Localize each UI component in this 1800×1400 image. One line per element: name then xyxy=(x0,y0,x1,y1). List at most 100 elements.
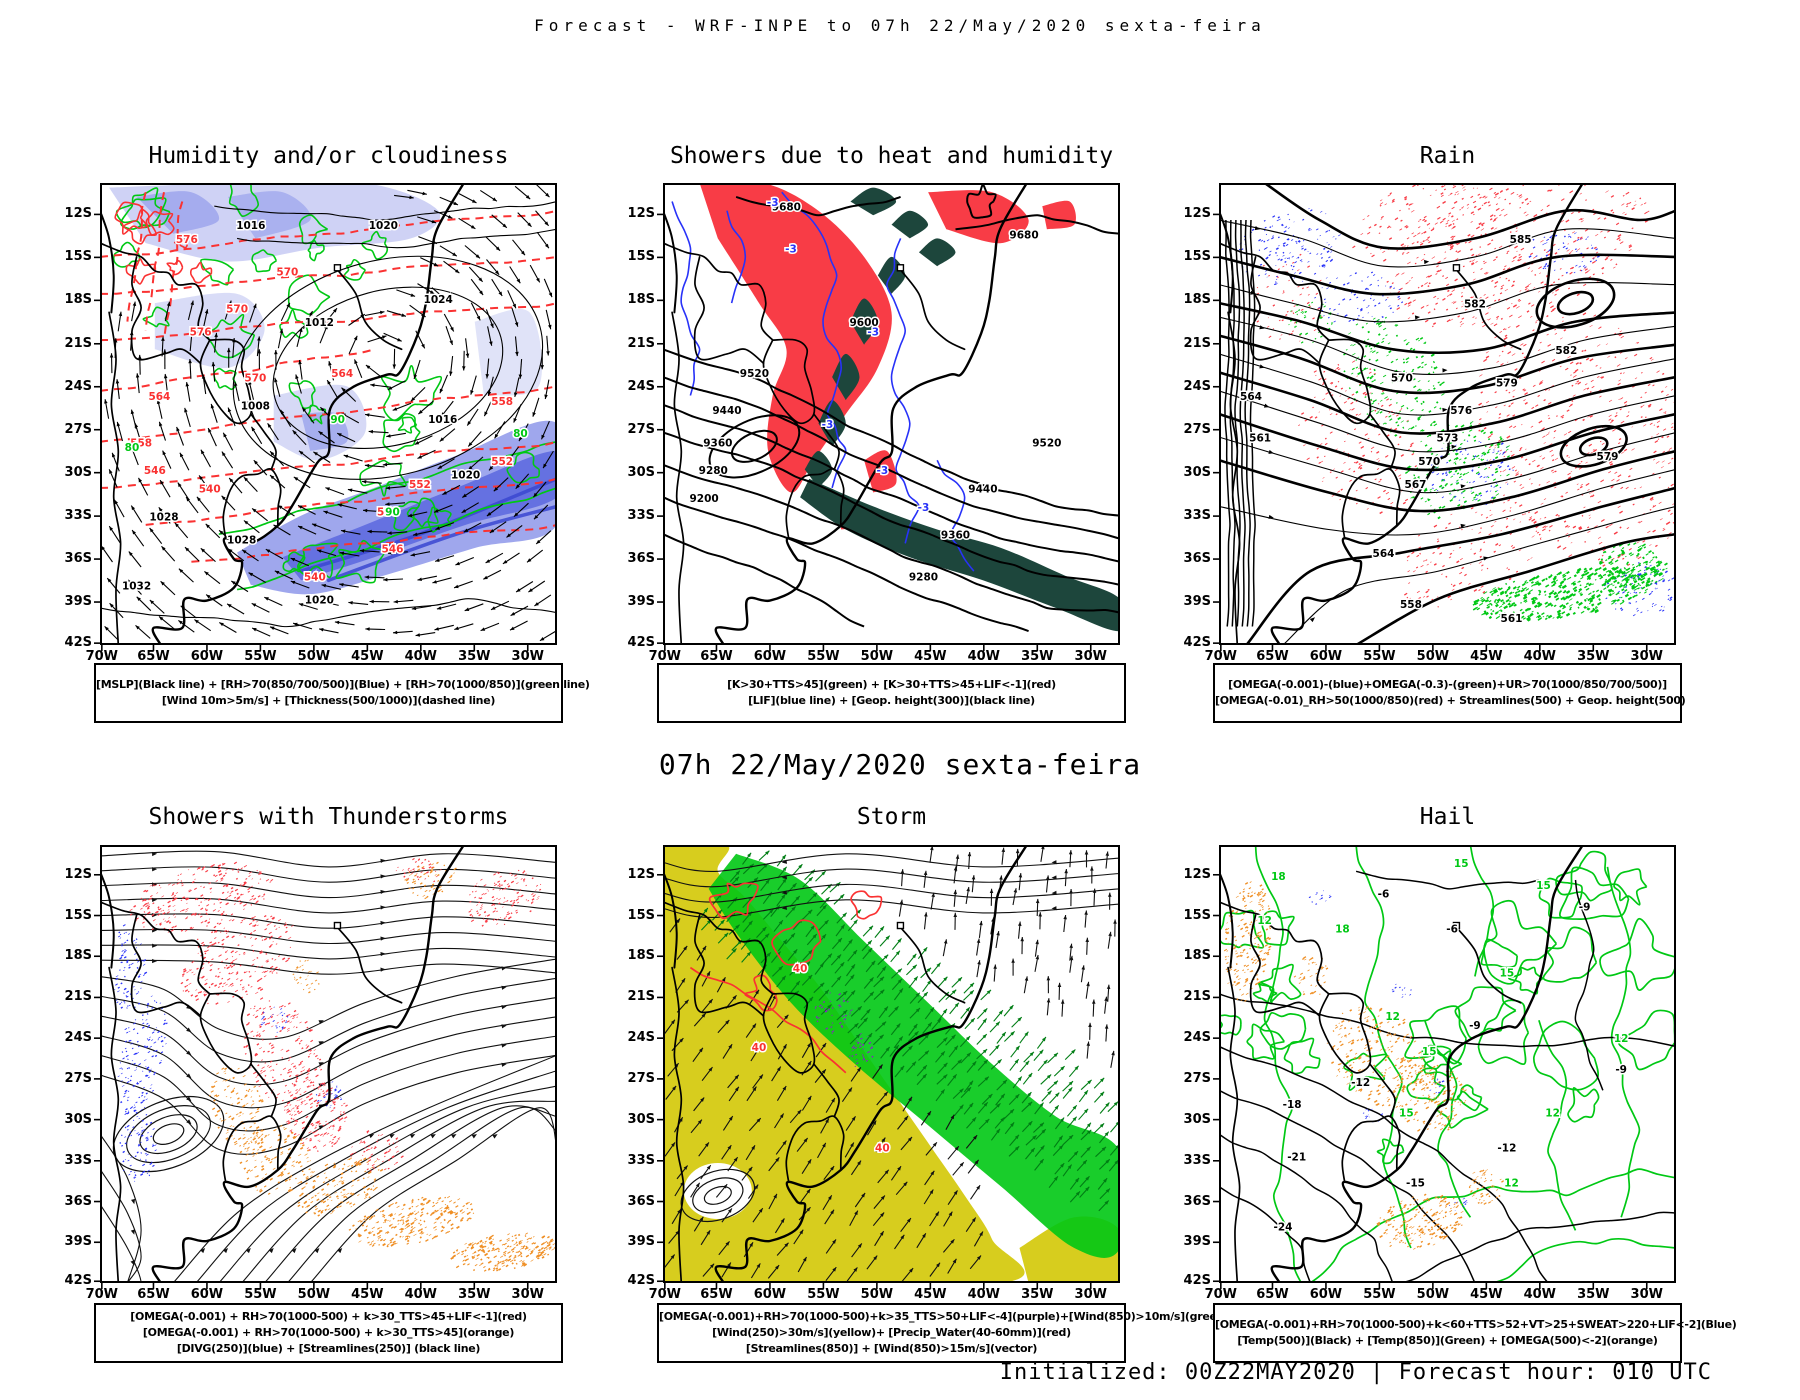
lat-label: 36S xyxy=(64,551,92,567)
svg-text:40: 40 xyxy=(875,1143,890,1155)
lat-label: 15S xyxy=(1183,907,1211,923)
lat-label: 21S xyxy=(64,335,92,351)
lat-label: 24S xyxy=(627,378,655,394)
lat-label: 42S xyxy=(64,1273,92,1289)
valid-time-heading: 07h 22/May/2020 sexta-feira xyxy=(658,748,1142,781)
lat-label: 39S xyxy=(1183,1234,1211,1250)
svg-text:1020: 1020 xyxy=(369,220,398,232)
lat-label: 12S xyxy=(627,206,655,222)
svg-text:-6: -6 xyxy=(1378,889,1390,901)
lat-label: 18S xyxy=(1183,948,1211,964)
lat-label: 12S xyxy=(627,866,655,882)
map-heat-humidity-showers: 9680 9680 9600 9520 9440 9360 9280 9200 9520 9440… xyxy=(657,183,1120,651)
lat-label: 30S xyxy=(1183,464,1211,480)
lat-label: 12S xyxy=(64,206,92,222)
lon-label: 70W xyxy=(85,649,119,664)
svg-text:552: 552 xyxy=(491,456,513,468)
svg-text:-12: -12 xyxy=(1497,1143,1516,1155)
footer-init-info: Initialized: 00Z22MAY2020 | Forecast hou… xyxy=(999,1360,1712,1385)
svg-text:9280: 9280 xyxy=(699,465,728,477)
svg-text:-21: -21 xyxy=(1287,1151,1306,1163)
lon-label: 40W xyxy=(404,649,438,664)
svg-text:579: 579 xyxy=(1496,377,1518,389)
lon-label: 70W xyxy=(1204,649,1238,664)
lon-label: 60W xyxy=(1309,649,1343,664)
lon-label: 60W xyxy=(190,1287,224,1302)
lat-label: 24S xyxy=(64,1030,92,1046)
legend-box-thunderstorm-showers: [OMEGA(-0.001) + RH>70(1000-500) + k>30_… xyxy=(94,1303,563,1363)
svg-text:9200: 9200 xyxy=(690,493,719,505)
svg-text:9680: 9680 xyxy=(772,202,801,214)
legend-line: [DIVG(250)](blue) + [Streamlines(250)] (… xyxy=(176,1342,481,1355)
svg-text:1020: 1020 xyxy=(305,594,334,606)
legend-line: [OMEGA(-0.001)-(blue)+OMEGA(-0.3)-(green… xyxy=(1228,678,1667,691)
svg-text:90: 90 xyxy=(385,507,400,519)
legend-line: [OMEGA(-0.001) + RH>70(1000-500) + k>30_… xyxy=(130,1310,527,1323)
lon-label: 50W xyxy=(297,1287,331,1302)
lon-label: 45W xyxy=(351,649,384,664)
lat-label: 24S xyxy=(627,1030,655,1046)
legend-line: [Wind(250)>30m/s](yellow)+ [Precip_Water… xyxy=(712,1326,1071,1339)
svg-text:540: 540 xyxy=(304,571,326,583)
lon-label: 50W xyxy=(1416,1287,1450,1302)
panel-title-heat-humidity-showers: Showers due to heat and humidity xyxy=(669,143,1114,169)
lat-label: 42S xyxy=(627,635,655,651)
svg-text:552: 552 xyxy=(409,479,431,491)
lat-label: 36S xyxy=(627,551,655,567)
svg-text:18: 18 xyxy=(1271,871,1286,883)
lat-label: 33S xyxy=(627,1152,655,1168)
svg-text:558: 558 xyxy=(1400,599,1422,611)
svg-text:1028: 1028 xyxy=(149,511,178,523)
legend-line: [OMEGA(-0.01)_RH>50(1000/850)(red) + Str… xyxy=(1215,694,1686,707)
legend-line: [Streamlines(850)] + [Wind(850)>15m/s](v… xyxy=(745,1342,1038,1355)
lon-label: 30W xyxy=(1074,1287,1107,1302)
lat-label: 33S xyxy=(64,508,92,524)
svg-text:-3: -3 xyxy=(785,243,797,255)
svg-text:12: 12 xyxy=(1614,1033,1629,1045)
legend-box-heat-humidity-showers: [K>30+TTS>45](green) + [K>30+TTS>45+LIF<… xyxy=(657,663,1126,723)
lon-label: 60W xyxy=(753,1287,787,1302)
lat-label: 12S xyxy=(64,866,92,882)
lon-label: 55W xyxy=(244,1287,277,1302)
svg-text:9520: 9520 xyxy=(740,368,769,380)
svg-text:12: 12 xyxy=(1257,915,1272,927)
legend-box-storm: [OMEGA(-0.001)+RH>70(1000-500)+k>35_TTS>… xyxy=(657,1303,1229,1363)
lon-label: 35W xyxy=(1021,649,1054,664)
svg-text:1020: 1020 xyxy=(451,470,480,482)
lat-label: 27S xyxy=(627,421,655,437)
lat-label: 30S xyxy=(1183,1111,1211,1127)
lat-label: 21S xyxy=(627,989,655,1005)
lat-label: 18S xyxy=(64,948,92,964)
lat-label: 24S xyxy=(64,378,92,394)
svg-text:1016: 1016 xyxy=(236,220,265,232)
lat-label: 33S xyxy=(1183,1152,1211,1168)
lon-label: 60W xyxy=(753,649,787,664)
svg-text:582: 582 xyxy=(1555,345,1577,357)
svg-text:-9: -9 xyxy=(1469,1020,1481,1032)
lon-label: 50W xyxy=(1416,649,1450,664)
legend-box-hail: [OMEGA(-0.001)+RH>70(1000-500)+k<60+TTS>… xyxy=(1213,1303,1737,1363)
legend-line: [OMEGA(-0.001)+RH>70(1000-500)+k<60+TTS>… xyxy=(1215,1318,1737,1331)
svg-text:1028: 1028 xyxy=(227,534,256,546)
lat-label: 15S xyxy=(64,907,92,923)
lon-label: 35W xyxy=(458,1287,491,1302)
lon-label: 35W xyxy=(1577,1287,1610,1302)
svg-text:582: 582 xyxy=(1464,299,1486,311)
lat-label: 36S xyxy=(627,1193,655,1209)
svg-text:570: 570 xyxy=(1418,456,1440,468)
svg-text:1024: 1024 xyxy=(424,294,453,306)
lat-label: 21S xyxy=(64,989,92,1005)
legend-line: [K>30+TTS>45](green) + [K>30+TTS>45+LIF<… xyxy=(727,678,1056,691)
svg-text:573: 573 xyxy=(1437,433,1459,445)
legend-line: [OMEGA(-0.001) + RH>70(1000-500) + k>30_… xyxy=(142,1326,515,1339)
lon-label: 40W xyxy=(1523,649,1557,664)
lat-label: 39S xyxy=(627,594,655,610)
svg-text:-9: -9 xyxy=(1615,1064,1627,1076)
svg-text:9440: 9440 xyxy=(712,405,741,417)
map-storm: 40 40 40 xyxy=(657,845,1120,1289)
lon-label: 65W xyxy=(1256,649,1289,664)
lat-label: 12S xyxy=(1183,206,1211,222)
svg-text:570: 570 xyxy=(244,373,266,385)
svg-text:-15: -15 xyxy=(1406,1178,1425,1190)
lat-label: 27S xyxy=(627,1070,655,1086)
